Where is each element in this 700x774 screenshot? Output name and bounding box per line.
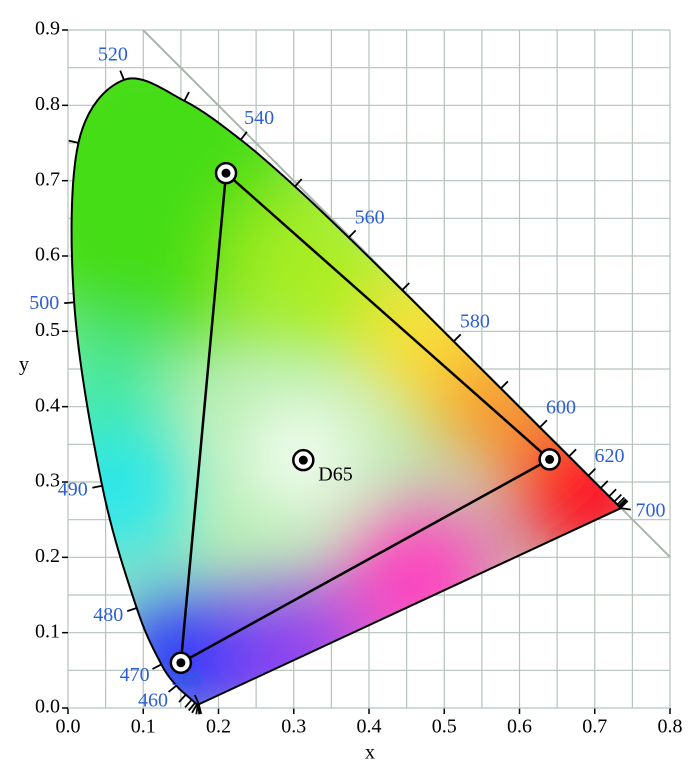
wavelength-label: 580 bbox=[460, 311, 490, 333]
wavelength-tick bbox=[168, 684, 177, 693]
y-tick-label: 0.0 bbox=[35, 696, 60, 718]
y-tick-label: 0.3 bbox=[35, 470, 60, 492]
point-dot bbox=[545, 454, 555, 464]
wavelength-tick bbox=[240, 131, 248, 141]
wavelength-tick bbox=[183, 91, 190, 102]
fill-blob bbox=[510, 410, 621, 570]
point-dot bbox=[221, 168, 231, 178]
wavelength-label: 480 bbox=[93, 604, 123, 626]
wavelength-tick bbox=[195, 704, 199, 715]
wavelength-label: 520 bbox=[98, 43, 128, 65]
wavelength-label: 560 bbox=[355, 206, 385, 228]
wavelength-label: 600 bbox=[546, 397, 576, 419]
wavelength-label: 460 bbox=[138, 690, 168, 712]
wavelength-tick bbox=[126, 607, 137, 613]
point-dot bbox=[298, 455, 308, 465]
fill-blob bbox=[71, 335, 155, 445]
y-tick-label: 0.8 bbox=[35, 93, 60, 115]
y-tick-label: 0.7 bbox=[35, 168, 60, 190]
x-tick-label: 0.0 bbox=[56, 716, 81, 738]
wavelength-tick bbox=[178, 694, 187, 703]
wavelength-label: 470 bbox=[120, 664, 150, 686]
x-tick-label: 0.8 bbox=[658, 716, 683, 738]
wavelength-label: 540 bbox=[244, 107, 274, 129]
x-tick-label: 0.7 bbox=[582, 716, 607, 738]
y-tick-label: 0.2 bbox=[35, 545, 60, 567]
x-tick-label: 0.6 bbox=[507, 716, 532, 738]
wavelength-tick bbox=[600, 480, 609, 489]
wavelength-tick bbox=[401, 282, 410, 291]
wavelength-label: 500 bbox=[29, 292, 59, 314]
wavelength-tick bbox=[608, 488, 617, 498]
wavelength-tick bbox=[619, 499, 628, 508]
wavelength-tick bbox=[620, 507, 631, 511]
wavelength-tick bbox=[152, 663, 162, 670]
wavelength-tick bbox=[587, 468, 597, 477]
wavelength-tick bbox=[348, 229, 357, 239]
wavelength-label: 620 bbox=[595, 445, 625, 467]
wavelength-tick bbox=[197, 704, 201, 715]
y-axis-label: y bbox=[19, 354, 29, 376]
wavelength-tick bbox=[64, 301, 75, 304]
wavelength-tick bbox=[188, 702, 196, 712]
y-tick-label: 0.5 bbox=[35, 319, 60, 341]
wavelength-tick bbox=[619, 500, 629, 509]
wavelength-tick bbox=[294, 178, 303, 188]
wavelength-tick bbox=[92, 484, 103, 489]
fill-blob bbox=[340, 500, 500, 660]
point-dot bbox=[176, 658, 186, 668]
wavelength-tick bbox=[613, 493, 622, 503]
wavelength-tick bbox=[616, 496, 626, 506]
y-tick-label: 0.4 bbox=[35, 394, 60, 416]
wavelength-tick bbox=[184, 699, 193, 708]
x-tick-label: 0.1 bbox=[131, 716, 156, 738]
wavelength-tick bbox=[453, 333, 462, 343]
x-tick-label: 0.3 bbox=[281, 716, 306, 738]
wavelength-tick bbox=[193, 694, 200, 705]
wavelength-tick bbox=[191, 703, 198, 714]
gamut-triangle bbox=[179, 170, 552, 666]
wavelength-label: 490 bbox=[58, 479, 88, 501]
wavelength-tick bbox=[500, 380, 509, 390]
x-axis-label: x bbox=[365, 742, 375, 764]
wavelength-tick bbox=[568, 448, 577, 458]
wavelength-tick bbox=[618, 498, 627, 507]
x-tick-label: 0.5 bbox=[432, 716, 457, 738]
x-tick-label: 0.4 bbox=[357, 716, 382, 738]
spectral-locus bbox=[70, 77, 623, 706]
wavelength-tick bbox=[68, 139, 79, 144]
white-point-label: D65 bbox=[318, 464, 352, 486]
wavelength-label: 700 bbox=[636, 500, 666, 522]
wavelength-tick bbox=[539, 419, 548, 429]
y-tick-label: 0.1 bbox=[35, 620, 60, 642]
y-tick-label: 0.9 bbox=[35, 18, 60, 40]
wavelength-tick bbox=[119, 70, 125, 81]
x-tick-label: 0.2 bbox=[206, 716, 231, 738]
plot: 380460470480490500520540560580600620700D… bbox=[29, 43, 666, 715]
y-tick-label: 0.6 bbox=[35, 244, 60, 266]
